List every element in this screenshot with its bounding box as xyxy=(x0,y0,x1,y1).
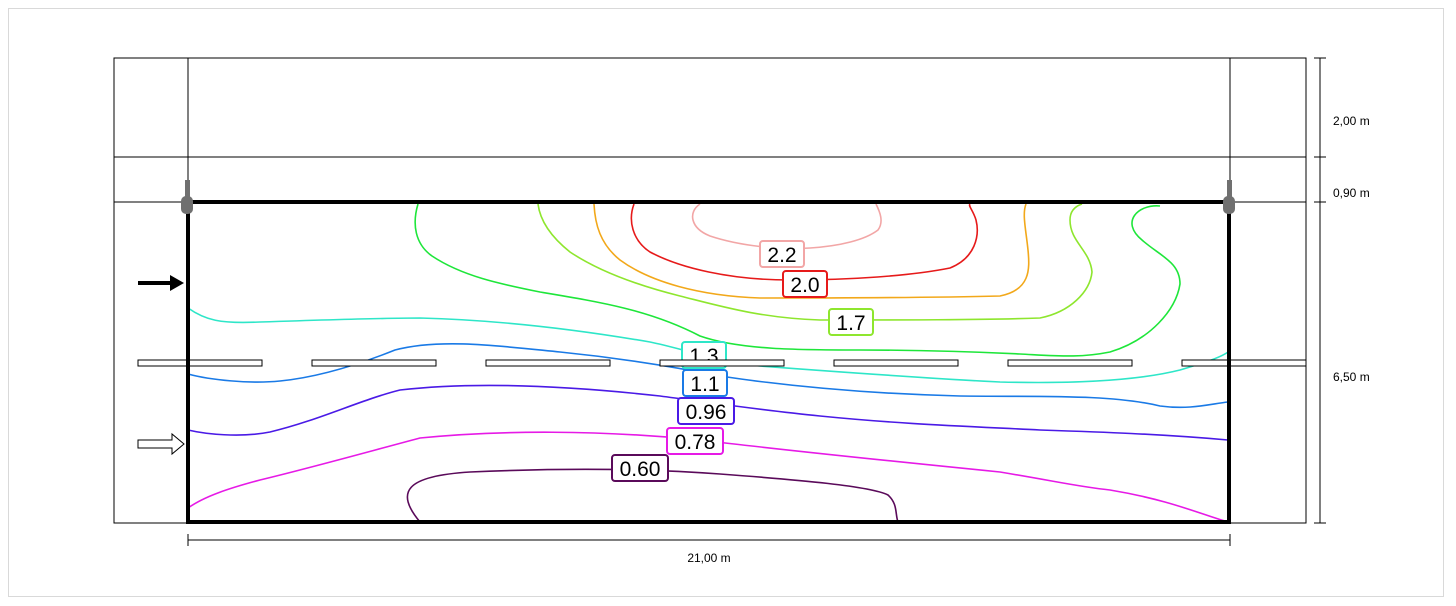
isoline-label-text: 1.7 xyxy=(836,312,865,335)
isoline-label: 1.1 xyxy=(682,369,728,397)
isoline-1.7 xyxy=(537,203,1093,321)
isoline-2.2 xyxy=(691,203,882,250)
isoline-label: 0.96 xyxy=(677,397,735,425)
lane-dash xyxy=(311,359,437,367)
dimension-width xyxy=(187,534,1231,546)
isoline-label-text: 0.78 xyxy=(675,431,716,454)
road-surface-border xyxy=(186,200,1231,524)
lane-dash xyxy=(1007,359,1133,367)
isoline-label: 2.0 xyxy=(782,270,828,298)
dimension-vertical xyxy=(1314,57,1326,524)
lane-dash xyxy=(137,359,263,367)
isoline-label: 0.60 xyxy=(611,454,669,482)
width-dimension-label: 21,00 m xyxy=(687,551,730,565)
isoline-label-text: 2.0 xyxy=(790,274,819,297)
isoline-2.0 xyxy=(630,203,979,281)
isoline-1.1 xyxy=(187,342,1229,409)
diagram-frame xyxy=(8,8,1444,597)
main-dimension-label: 6,50 m xyxy=(1333,370,1370,384)
isoline-0.60 xyxy=(406,468,899,523)
top-dimension-label: 2,00 m xyxy=(1333,114,1370,128)
isoline-0.96 xyxy=(187,384,1229,441)
lane-dash xyxy=(1181,359,1307,367)
isoline-label-text: 2.2 xyxy=(767,244,796,267)
isoline-label: 2.2 xyxy=(759,240,805,268)
isoline-label-text: 0.96 xyxy=(686,401,727,424)
arrow-right-outline-icon xyxy=(137,432,185,456)
isoline-label-text: 0.60 xyxy=(620,458,661,481)
lane-dash xyxy=(485,359,611,367)
isoline-label: 1.7 xyxy=(828,308,874,336)
arrow-right-filled-icon xyxy=(138,275,184,291)
isoline-label-text: 1.1 xyxy=(690,373,719,396)
lane-dash xyxy=(833,359,959,367)
isoline-1.5 xyxy=(414,203,1181,357)
isoline-labels: 2.22.01.71.31.10.960.780.60 xyxy=(611,240,874,482)
mid-dimension-label: 0,90 m xyxy=(1333,186,1370,200)
isoline-1.9 xyxy=(593,203,1030,299)
isoline-label: 0.78 xyxy=(666,427,724,455)
luminaire-post-icon xyxy=(181,180,193,214)
lane-markings xyxy=(137,359,1307,367)
lane-dash xyxy=(659,359,785,367)
luminaire-post-icon xyxy=(1223,180,1235,214)
